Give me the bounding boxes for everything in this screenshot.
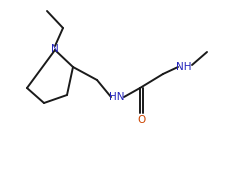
Text: NH: NH bbox=[176, 62, 192, 72]
Text: O: O bbox=[137, 115, 145, 125]
Text: N: N bbox=[51, 44, 59, 54]
Text: HN: HN bbox=[109, 92, 125, 102]
